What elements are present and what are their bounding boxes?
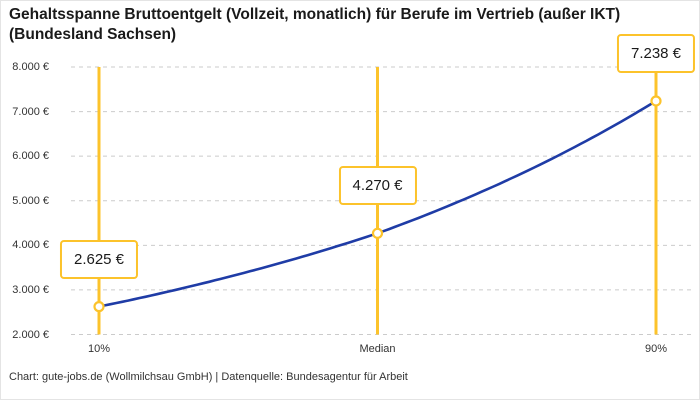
y-tick-label: 2.000 € [12, 328, 49, 341]
y-tick-label: 5.000 € [12, 194, 49, 207]
x-tick-label: Median [359, 342, 396, 355]
value-label-box: 7.238 € [616, 33, 696, 73]
data-point-marker [371, 227, 384, 239]
value-label-box: 4.270 € [338, 166, 417, 206]
y-tick-label: 8.000 € [12, 61, 49, 73]
x-tick-label: 10% [87, 342, 111, 355]
x-tick-label: 90% [644, 342, 668, 355]
data-point-marker [650, 95, 662, 107]
y-tick-label: 4.000 € [12, 239, 49, 252]
data-point-marker [93, 301, 105, 313]
y-tick-label: 3.000 € [12, 283, 49, 296]
chart-attribution: Chart: gute-jobs.de (Wollmilchsau GmbH) … [9, 371, 408, 383]
y-tick-label: 7.000 € [12, 105, 49, 118]
value-label-box: 2.625 € [59, 239, 139, 279]
chart-title: Gehaltsspanne Bruttoentgelt (Vollzeit, m… [9, 6, 621, 44]
y-tick-label: 6.000 € [12, 150, 49, 163]
